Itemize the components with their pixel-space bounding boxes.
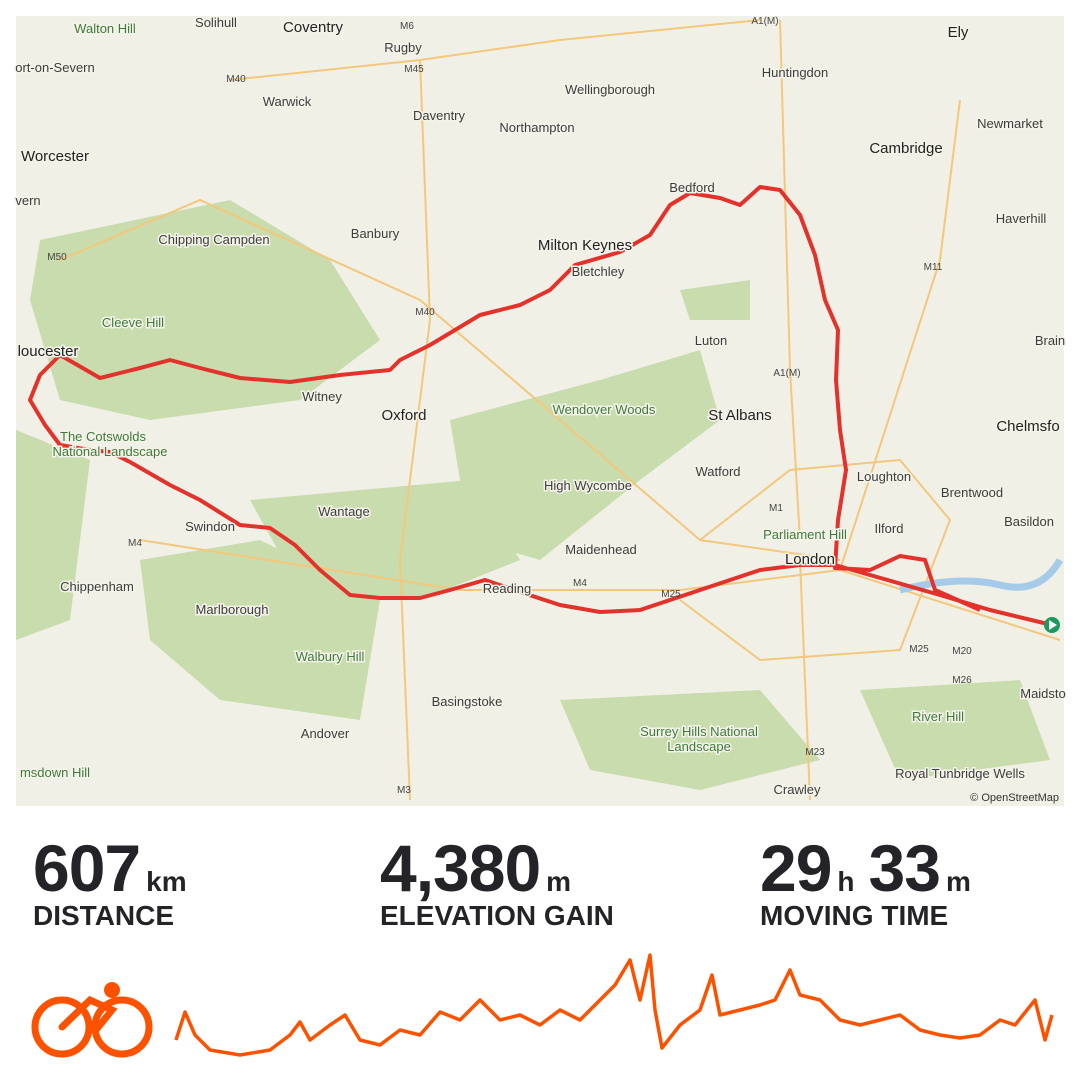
place-label: St Albans — [708, 407, 771, 424]
place-label: Marlborough — [196, 602, 269, 617]
place-label: Reading — [483, 581, 531, 596]
elevation-profile — [174, 953, 1054, 1057]
place-label: Royal Tunbridge Wells — [895, 766, 1025, 781]
stat-moving-time: 29 h 33 m MOVING TIME — [760, 830, 985, 932]
road-shield: M1 — [769, 503, 783, 514]
stat-unit: km — [146, 866, 187, 897]
road-shield: A1(M) — [773, 368, 800, 379]
woodland — [16, 200, 1050, 790]
road-shield: M3 — [397, 785, 411, 796]
place-label: loucester — [18, 343, 79, 360]
place-label: Basingstoke — [432, 694, 503, 709]
place-label: Banbury — [351, 226, 400, 241]
place-label: Watford — [695, 464, 740, 479]
place-label: Northampton — [499, 120, 574, 135]
place-label: Swindon — [185, 519, 235, 534]
stat-value: 607 — [33, 831, 141, 905]
place-label: Wellingborough — [565, 82, 655, 97]
place-label: Loughton — [857, 469, 911, 484]
place-label: Haverhill — [996, 211, 1047, 226]
place-label: Bedford — [669, 180, 715, 195]
road-shield: M50 — [47, 252, 67, 263]
road-shield: M4 — [128, 538, 142, 549]
place-label: Maidenhead — [565, 542, 637, 557]
place-label: Milton Keynes — [538, 237, 632, 254]
stat-label: ELEVATION GAIN — [380, 900, 614, 931]
place-label: ort-on-Severn — [15, 60, 94, 75]
road-shield: M40 — [415, 307, 435, 318]
place-label: Cleeve Hill — [102, 315, 164, 330]
road-shield: M23 — [805, 747, 825, 758]
stat-unit: h — [837, 866, 855, 897]
cycling-icon — [31, 995, 153, 1058]
road-shield: M20 — [952, 646, 972, 657]
road-shield: M25 — [661, 589, 681, 600]
place-label: Coventry — [283, 19, 344, 36]
road-shield: M4 — [573, 578, 587, 589]
place-label: Chelmsfo — [996, 418, 1059, 435]
place-label: Rugby — [384, 40, 422, 55]
place-label: Surrey Hills National — [640, 724, 758, 739]
road-shield: M25 — [909, 644, 929, 655]
place-label: Wantage — [318, 504, 370, 519]
place-label: Oxford — [381, 407, 426, 424]
stat-label: MOVING TIME — [760, 900, 949, 931]
stat-unit: m — [546, 866, 572, 897]
place-label: The Cotswolds — [60, 429, 146, 444]
route — [28, 185, 1053, 627]
stat-distance: 607 km DISTANCE — [33, 830, 201, 932]
place-label: Crawley — [774, 782, 821, 797]
place-label: Brentwood — [941, 485, 1003, 500]
place-label: Newmarket — [977, 116, 1043, 131]
place-label: Chipping Campden — [158, 232, 269, 247]
stat-value: 4,380 — [380, 831, 541, 905]
place-label: msdown Hill — [20, 765, 90, 780]
place-label: Huntingdon — [762, 65, 829, 80]
roads — [59, 19, 1061, 801]
place-label: National Landscape — [53, 444, 168, 459]
place-label: London — [785, 551, 835, 568]
road-shield: M40 — [226, 74, 246, 85]
place-label: Walton Hill — [74, 21, 136, 36]
road-shield: M26 — [952, 675, 972, 686]
place-label: Parliament Hill — [763, 527, 847, 542]
place-label: Ely — [948, 24, 969, 41]
place-label: Landscape — [667, 739, 731, 754]
stat-value: 33 — [868, 831, 941, 905]
place-label: Cambridge — [869, 140, 942, 157]
start-marker-icon — [1049, 620, 1057, 630]
road-shield: A1(M) — [751, 16, 778, 27]
place-label: Ilford — [875, 521, 904, 536]
place-label: Maidsto — [1020, 686, 1066, 701]
road-shield: M6 — [400, 21, 414, 32]
place-label: Bletchley — [572, 264, 625, 279]
place-label: Basildon — [1004, 514, 1054, 529]
stat-label: DISTANCE — [33, 900, 175, 931]
road-shield: M45 — [404, 64, 424, 75]
map-attribution: © OpenStreetMap — [970, 792, 1059, 804]
place-label: Witney — [302, 389, 342, 404]
place-label: Warwick — [263, 94, 312, 109]
place-label: Andover — [301, 726, 350, 741]
place-label: Worcester — [21, 148, 89, 165]
place-labels: Walton Hill Solihull Coventry M6 Rugby M… — [14, 14, 1068, 799]
place-label: Solihull — [195, 15, 237, 30]
stat-elevation: 4,380 m ELEVATION GAIN — [380, 830, 614, 932]
cycling-icon-head — [104, 982, 120, 998]
place-label: Wendover Woods — [553, 402, 656, 417]
place-label: Luton — [695, 333, 728, 348]
road-shield: M11 — [924, 262, 943, 273]
place-label: River Hill — [912, 709, 964, 724]
place-label: Walbury Hill — [296, 649, 365, 664]
place-label: Chippenham — [60, 579, 134, 594]
place-label: Daventry — [413, 108, 466, 123]
place-label: Brain — [1035, 333, 1065, 348]
place-label: High Wycombe — [544, 478, 632, 493]
place-label: vern — [15, 193, 40, 208]
stat-unit: m — [945, 866, 971, 897]
stat-value: 29 — [760, 831, 832, 905]
